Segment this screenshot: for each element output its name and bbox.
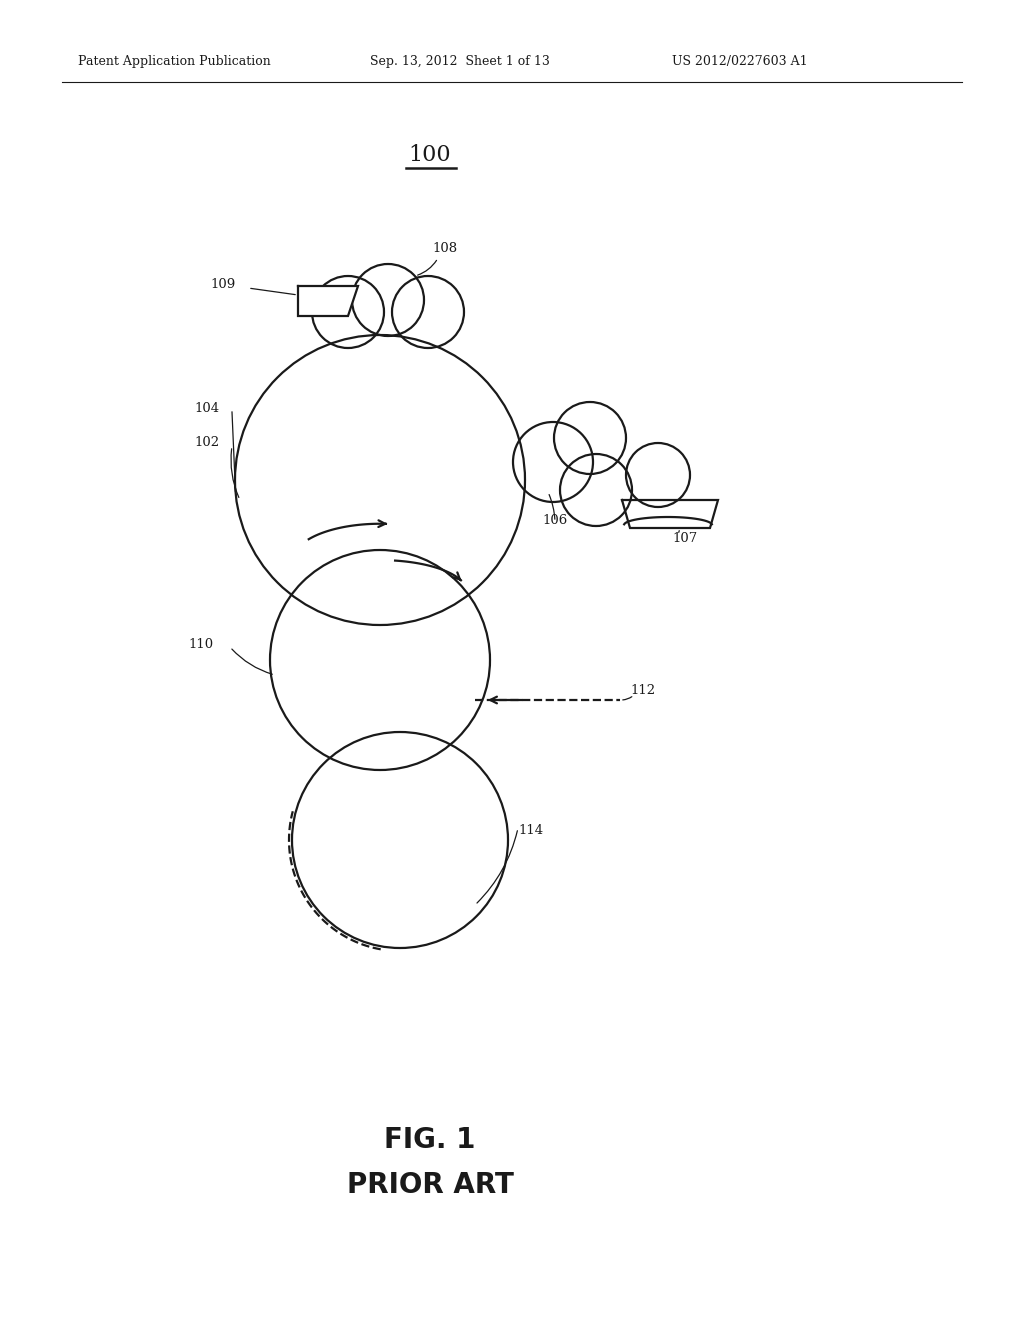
Text: US 2012/0227603 A1: US 2012/0227603 A1 xyxy=(672,55,808,69)
Text: 106: 106 xyxy=(542,513,567,527)
Text: Sep. 13, 2012  Sheet 1 of 13: Sep. 13, 2012 Sheet 1 of 13 xyxy=(370,55,550,69)
Text: FIG. 1: FIG. 1 xyxy=(384,1126,476,1154)
Text: PRIOR ART: PRIOR ART xyxy=(346,1171,513,1199)
Text: 102: 102 xyxy=(194,436,219,449)
Text: 109: 109 xyxy=(210,279,236,292)
Text: 108: 108 xyxy=(432,242,457,255)
Text: 112: 112 xyxy=(630,684,655,697)
Text: 104: 104 xyxy=(194,401,219,414)
Text: 110: 110 xyxy=(188,638,213,651)
Text: Patent Application Publication: Patent Application Publication xyxy=(78,55,270,69)
Text: 100: 100 xyxy=(409,144,452,166)
Text: 114: 114 xyxy=(518,824,543,837)
Polygon shape xyxy=(298,286,358,315)
Text: 107: 107 xyxy=(672,532,697,544)
